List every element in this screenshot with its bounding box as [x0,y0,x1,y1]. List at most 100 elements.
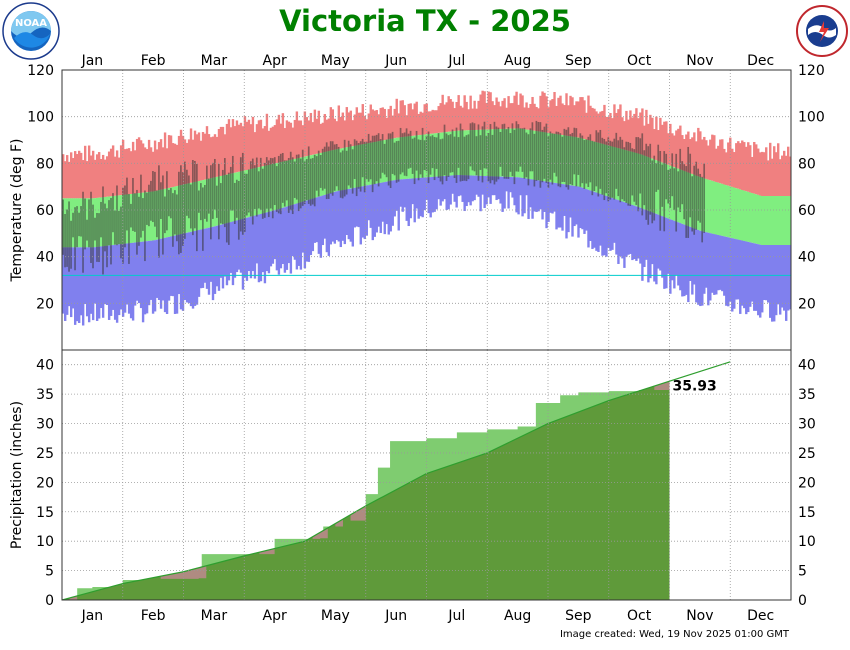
record-high-bar [369,104,372,143]
record-high-bar [299,120,303,158]
record-low-bar [549,182,552,213]
observed-temp-bar [243,173,246,232]
record-high-bar [71,158,75,199]
month-label-bottom: Jul [447,608,465,624]
record-high-bar [111,145,115,197]
record-low-bar [437,176,440,200]
record-low-bar [387,181,390,235]
record-low-bar [497,176,500,200]
observed-temp-bar [495,126,498,182]
observed-temp-bar [104,203,106,252]
record-low-bar [127,243,131,314]
observed-temp-bar [329,141,332,194]
observed-temp-bar [213,158,216,210]
observed-temp-bar [277,155,280,214]
record-low-bar [425,177,428,200]
observed-temp-bar [551,133,554,185]
record-low-bar [79,247,83,316]
record-low-bar [185,232,189,303]
observed-temp-bar [78,212,80,237]
normal-range-bar [713,181,716,235]
record-high-bar [647,123,650,158]
record-low-bar [583,188,586,234]
record-low-bar [75,247,79,322]
observed-temp-bar [575,128,578,187]
record-low-bar [347,188,351,240]
record-low-bar [439,176,442,206]
record-high-bar [703,136,706,179]
record-low-bar [733,238,736,309]
observed-temp-bar [126,177,128,231]
record-high-bar [787,146,790,196]
record-low-bar [281,207,285,265]
record-high-bar [143,147,147,193]
observed-temp-bar [168,189,170,217]
record-high-bar [533,103,536,131]
record-high-bar [731,148,734,187]
record-low-bar [523,178,526,214]
record-high-bar [619,104,622,149]
record-high-bar [673,135,676,168]
observed-temp-bar [503,123,506,179]
record-high-bar [105,156,109,197]
record-high-bar [393,108,396,139]
record-high-bar [579,97,582,138]
record-high-bar [501,100,504,129]
record-low-bar [575,186,578,225]
record-high-bar [219,126,223,176]
record-low-bar [761,245,764,313]
observed-temp-bar [613,138,616,200]
observed-temp-bar [86,219,88,241]
record-low-bar [683,224,686,297]
record-high-bar [767,160,770,196]
record-low-bar [675,221,678,276]
record-high-bar [617,109,620,149]
record-high-bar [201,132,205,181]
normal-range-bar [787,196,790,245]
record-high-bar [359,112,362,145]
record-high-bar [339,116,343,149]
observed-temp-bar [691,176,694,232]
observed-temp-bar [196,164,198,252]
record-low-bar [773,245,776,322]
record-low-bar [113,244,117,320]
record-low-bar [273,210,277,260]
record-high-bar [505,107,508,129]
observed-temp-bar [573,127,576,175]
month-label-top: Jan [81,53,104,69]
record-low-bar [333,191,337,244]
record-high-bar [629,110,632,152]
record-low-bar [519,177,522,196]
record-high-bar [435,110,438,134]
month-label-bottom: Oct [627,608,652,624]
record-high-bar [423,104,426,135]
normal-range-bar [761,196,764,245]
month-label-top: Oct [627,53,652,69]
record-high-bar [433,110,436,134]
normal-range-bar [717,182,720,235]
record-high-bar [67,161,71,199]
observed-temp-bar [531,122,534,172]
record-low-bar [147,240,151,306]
observed-temp-bar [279,153,282,215]
record-high-bar [319,123,323,153]
observed-temp-bar [136,189,138,255]
record-high-bar [585,112,588,140]
observed-temp-bar [162,175,164,255]
record-high-bar [777,143,780,196]
observed-temp-bar [176,194,178,242]
record-low-bar [779,245,782,315]
record-low-bar [741,240,744,306]
record-high-bar [171,143,175,188]
record-low-bar [513,177,516,206]
record-high-bar [455,102,458,131]
record-high-bar [357,112,360,146]
record-high-bar [561,103,564,136]
record-high-bar [611,118,614,147]
record-low-bar [531,179,534,219]
observed-temp-bar [347,140,350,186]
temperature-tick-label-right: 60 [798,203,816,219]
record-high-bar [407,103,410,137]
record-high-bar [485,102,488,130]
record-low-bar [667,218,670,274]
